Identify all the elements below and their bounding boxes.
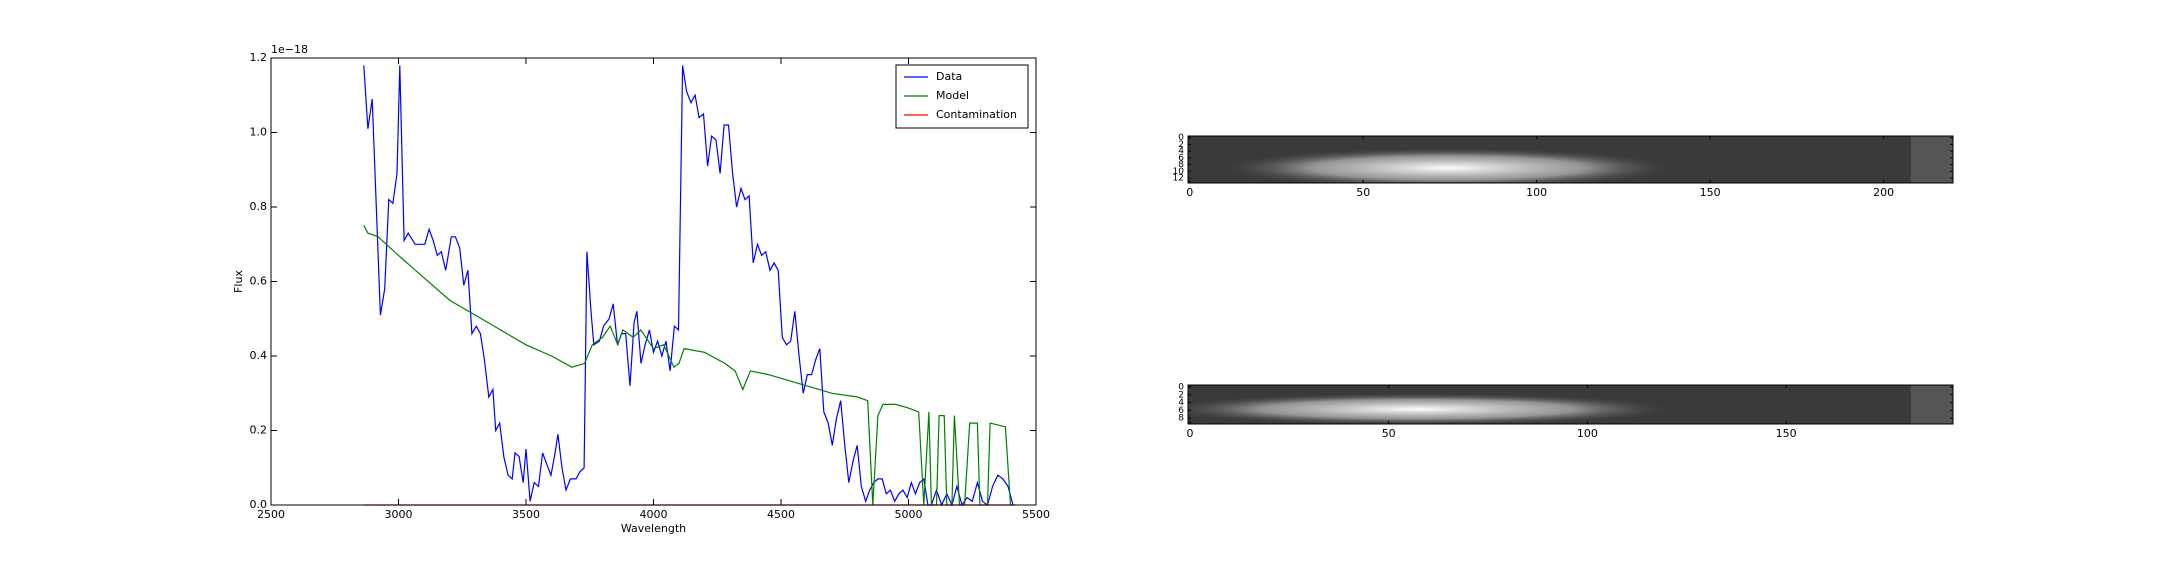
legend-label: Data bbox=[936, 70, 962, 83]
y-tick-label: 6 bbox=[1178, 153, 1184, 163]
plot-frame bbox=[1187, 384, 1954, 425]
y-tick-label: 0.2 bbox=[250, 424, 268, 437]
plot-frame bbox=[1187, 135, 1954, 184]
x-tick-label: 5500 bbox=[1022, 508, 1050, 521]
image-edge bbox=[1910, 385, 1953, 424]
legend: Data Model Contamination bbox=[895, 64, 1029, 129]
spectrum-image bbox=[1188, 136, 1953, 183]
spectrum-image bbox=[1188, 385, 1953, 424]
y-tick-label: 10 bbox=[1173, 167, 1185, 177]
plot-frame bbox=[270, 57, 1037, 506]
y-tick-label: 0 bbox=[1178, 382, 1184, 392]
series-line bbox=[363, 225, 1012, 506]
legend-label: Model bbox=[936, 89, 969, 102]
x-tick-label: 2500 bbox=[257, 508, 285, 521]
x-tick-label: 50 bbox=[1382, 427, 1396, 440]
y-axis-label: Flux bbox=[232, 270, 245, 293]
x-tick-label: 3000 bbox=[385, 508, 413, 521]
y-tick-label: 4 bbox=[1178, 147, 1184, 157]
x-axis-label: Wavelength bbox=[621, 522, 686, 535]
legend-label: Contamination bbox=[936, 108, 1017, 121]
trace-glow bbox=[1219, 147, 1677, 183]
y-tick-label: 0.8 bbox=[250, 200, 268, 213]
y-tick-label: 8 bbox=[1178, 414, 1184, 424]
image-edge bbox=[1910, 136, 1953, 183]
x-tick-label: 3500 bbox=[512, 508, 540, 521]
y-tick-label: 2 bbox=[1178, 390, 1184, 400]
y-tick-label: 6 bbox=[1178, 406, 1184, 416]
x-tick-label: 100 bbox=[1526, 186, 1547, 199]
y-tick-label: 0.0 bbox=[250, 498, 268, 511]
y-tick-label: 12 bbox=[1173, 173, 1184, 183]
x-tick-label: 50 bbox=[1356, 186, 1370, 199]
y-tick-label: 0 bbox=[1178, 133, 1184, 143]
y-tick-label: 1.2 bbox=[250, 51, 268, 64]
x-tick-label: 200 bbox=[1873, 186, 1894, 199]
x-tick-label: 0 bbox=[1186, 427, 1193, 440]
y-tick-label: 0.6 bbox=[250, 275, 268, 288]
x-tick-label: 4500 bbox=[767, 508, 795, 521]
y-tick-label: 8 bbox=[1178, 160, 1184, 170]
y-tick-label: 0.4 bbox=[250, 349, 268, 362]
y-offset-label: 1e−18 bbox=[271, 43, 308, 56]
x-tick-label: 4000 bbox=[640, 508, 668, 521]
series-line bbox=[363, 65, 1014, 507]
y-tick-label: 1.0 bbox=[250, 126, 268, 139]
trace-glow bbox=[1188, 393, 1677, 424]
y-tick-label: 4 bbox=[1178, 398, 1184, 408]
x-tick-label: 5000 bbox=[895, 508, 923, 521]
x-tick-label: 150 bbox=[1700, 186, 1721, 199]
x-tick-label: 150 bbox=[1776, 427, 1797, 440]
x-tick-label: 0 bbox=[1186, 186, 1193, 199]
x-tick-label: 100 bbox=[1577, 427, 1598, 440]
y-tick-label: 2 bbox=[1178, 140, 1184, 150]
